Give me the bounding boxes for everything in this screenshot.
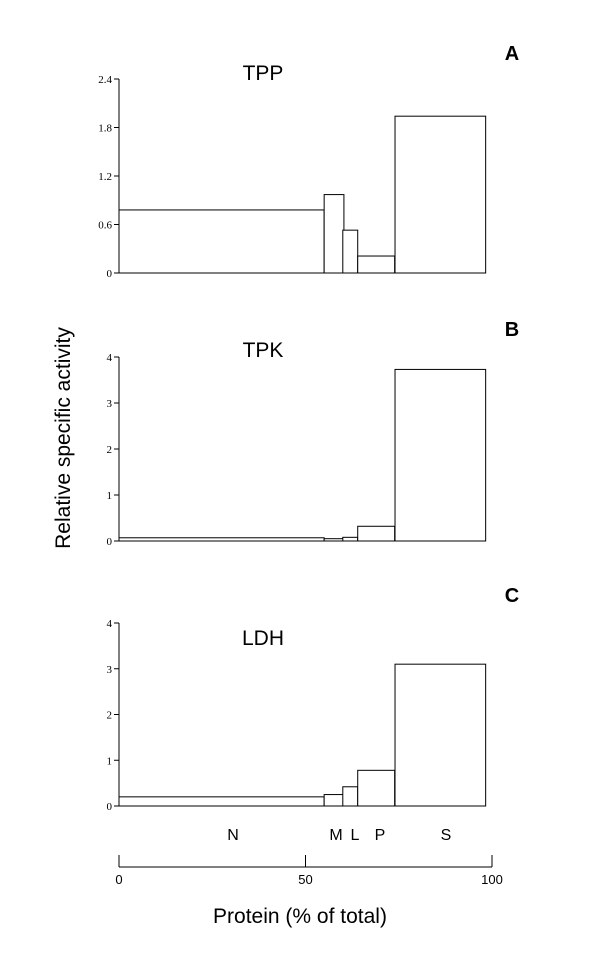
panel-title-b: TPK [243,339,284,362]
y-tick-label-c: 4 [107,618,113,630]
y-tick-label-c: 1 [107,755,113,767]
bar-ldh-s [394,663,487,807]
y-tick-label-a: 0 [107,268,113,280]
panel-letter-a: A [505,43,519,65]
bar-tpk-n [118,537,325,542]
x-tick-label: 0 [115,872,122,887]
panel-letter-b: B [505,319,519,341]
y-tick-label-a: 2.4 [98,74,112,86]
bar-tpk-l [342,536,359,542]
panel-title-a: TPP [243,62,284,85]
fraction-label-m: M [329,827,342,844]
y-tick-label-b: 0 [107,536,113,548]
bar-tpk-p [357,525,396,542]
fraction-label-l: L [351,827,360,844]
x-tick-label: 50 [298,872,312,887]
panel-letter-c: C [505,585,519,607]
y-tick-label-c: 2 [107,710,113,722]
bar-tpp-l [342,229,359,274]
fraction-label-n: N [227,827,239,844]
x-axis-label: Protein (% of total) [213,905,387,928]
bar-tpk-m [323,538,345,542]
bar-ldh-n [118,796,325,807]
y-tick-label-b: 1 [107,490,113,502]
bar-tpp-s [394,115,487,274]
bar-tpp-n [118,209,325,274]
y-axis-label: Relative specific activity [52,327,75,549]
bar-ldh-m [323,794,345,807]
bar-ldh-p [357,769,396,807]
bar-tpp-m [323,194,345,274]
panel-title-c: LDH [242,627,284,650]
y-tick-label-b: 3 [107,398,113,410]
y-tick-label-c: 0 [107,801,113,813]
fraction-label-s: S [441,827,452,844]
y-tick-label-a: 0.6 [98,220,112,232]
y-tick-label-b: 2 [107,444,113,456]
y-tick-label-c: 3 [107,664,113,676]
bar-tpp-p [357,255,396,274]
y-tick-label-a: 1.2 [98,171,112,183]
y-tick-label-b: 4 [107,352,113,364]
fraction-label-p: P [375,827,386,844]
x-tick-label: 100 [481,872,503,887]
y-tick-label-a: 1.8 [98,123,112,135]
bar-ldh-l [342,786,359,807]
bar-tpk-s [394,368,487,542]
